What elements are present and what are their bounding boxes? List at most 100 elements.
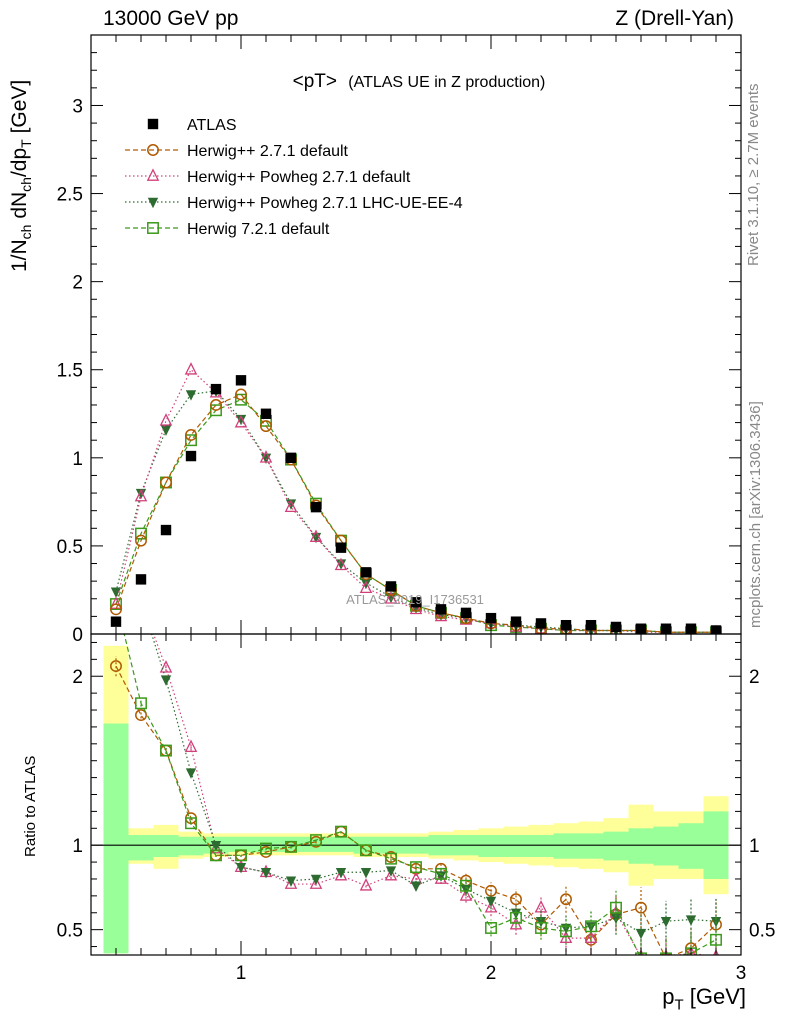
main-y-tick-label: 1	[72, 449, 83, 470]
band-inner-bin	[503, 835, 529, 858]
point-powheg_ue	[385, 592, 397, 604]
point-atlas	[460, 607, 472, 619]
ratio-point-powheg_ue	[185, 768, 197, 779]
ratio-point-powheg	[159, 660, 173, 673]
point-atlas	[160, 524, 172, 536]
point-herwig271	[260, 420, 272, 433]
legend-marker-atlas	[147, 118, 159, 130]
point-powheg_ue	[110, 587, 122, 598]
point-atlas	[485, 612, 497, 624]
point-atlas	[310, 501, 322, 513]
ratio-point-powheg_ue	[635, 928, 647, 940]
ratio-point-powheg_ue	[235, 862, 247, 874]
ratio-point-herwig271	[510, 893, 522, 906]
ratio-point-herwig721	[135, 697, 147, 710]
point-atlas	[585, 619, 597, 631]
band-inner-bin	[603, 831, 629, 861]
ratio-point-herwig721	[535, 922, 547, 934]
band-inner-bin	[228, 836, 254, 852]
ratio-point-herwig271	[135, 709, 147, 722]
point-atlas	[135, 574, 147, 585]
band-inner-bin	[178, 836, 204, 856]
ratio-point-powheg_ue	[460, 884, 472, 896]
point-powheg	[134, 488, 148, 502]
band-inner-bin	[553, 833, 579, 859]
x-tick-label: 3	[736, 963, 747, 984]
point-atlas	[235, 375, 247, 386]
y-title-sub2: ch	[18, 177, 35, 192]
ratio-point-powheg_ue	[410, 881, 422, 892]
legend-entry-herwig271: Herwig++ 2.7.1 default	[125, 143, 349, 160]
ratio-point-powheg_ue	[210, 840, 222, 852]
point-atlas	[385, 581, 397, 592]
point-herwig721	[210, 404, 222, 417]
plot-title: <pT> (ATLAS UE in Z production)	[293, 71, 546, 92]
header-left: 13000 GeV pp	[103, 7, 239, 30]
band-inner-bin	[253, 836, 279, 852]
ratio-point-herwig721	[510, 911, 522, 924]
legend-marker-herwig721	[147, 222, 159, 234]
ratio-point-powheg	[484, 900, 498, 913]
legend-entry-powheg: Herwig++ Powheg 2.7.1 default	[125, 168, 411, 186]
ratio-panel-series	[110, 596, 722, 955]
main-y-axis-title: 1/Nch dNch/dpT [GeV]	[8, 80, 34, 272]
ratio-point-powheg_ue	[435, 871, 447, 882]
band-inner-bin	[678, 823, 704, 869]
ratio-point-herwig721	[460, 879, 472, 892]
main-y-tick-label: 2.5	[57, 185, 83, 206]
band-inner-bin	[628, 828, 654, 864]
x-title-suffix: [GeV]	[683, 984, 746, 1009]
ratio-point-herwig271	[560, 893, 572, 906]
ratio-uncertainty-bands	[103, 645, 729, 954]
point-herwig271	[235, 388, 247, 401]
ratio-series-powheg_ue	[136, 596, 722, 954]
ratio-line-herwig721	[123, 634, 717, 955]
ratio-y-tick-label-right: 0.5	[749, 921, 775, 942]
ratio-point-herwig721	[185, 817, 197, 830]
point-powheg	[259, 450, 273, 463]
main-y-tick-label: 3	[72, 96, 83, 117]
band-inner-bin	[128, 835, 154, 861]
point-atlas	[185, 450, 197, 462]
ratio-panel-frame	[90, 633, 742, 956]
point-atlas	[260, 408, 272, 419]
ratio-point-powheg_ue	[136, 596, 146, 606]
point-powheg	[159, 413, 173, 426]
band-inner-bin	[653, 826, 679, 866]
point-herwig271	[110, 603, 122, 616]
ratio-point-herwig721	[585, 920, 597, 933]
legend-entry-powheg_ue: Herwig++ Powheg 2.7.1 LHC-UE-EE-4	[125, 195, 463, 212]
ratio-point-herwig721	[410, 861, 422, 874]
ratio-point-powheg_ue	[360, 868, 372, 879]
point-herwig721	[135, 527, 147, 540]
legend-entry-atlas: ATLAS	[147, 117, 237, 134]
band-inner-bin	[328, 836, 354, 852]
legend: ATLAS Herwig++ 2.7.1 default Herwig++ Powh…	[125, 117, 463, 238]
point-powheg	[409, 601, 423, 615]
point-powheg_ue	[160, 425, 172, 436]
ratio-point-powheg	[284, 876, 298, 889]
y-title-mid2: /dp	[8, 147, 31, 178]
point-atlas	[335, 542, 347, 553]
y-title-sub3: T	[18, 139, 35, 148]
ratio-point-herwig271	[110, 660, 122, 673]
ratio-point-powheg_ue	[510, 908, 522, 919]
point-powheg	[459, 612, 473, 625]
band-inner-bin	[153, 835, 179, 858]
legend-label-herwig721: Herwig 7.2.1 default	[187, 221, 330, 238]
point-powheg_ue	[360, 578, 372, 590]
ratio-y-tick-label-right: 1	[749, 836, 760, 857]
ratio-point-herwig721	[360, 844, 372, 857]
main-y-tick-label: 0.5	[57, 537, 83, 558]
legend-marker-powheg	[146, 168, 160, 181]
ratio-point-herwig721	[435, 867, 447, 880]
ratio-point-herwig721	[310, 834, 322, 847]
point-powheg_ue	[335, 559, 347, 570]
point-atlas	[110, 616, 122, 627]
ratio-point-powheg	[459, 888, 473, 901]
legend-marker-herwig271	[147, 144, 159, 156]
ratio-point-herwig721	[485, 922, 497, 934]
ratio-y-tick-label-right: 2	[749, 667, 760, 688]
band-inner-bin	[578, 833, 604, 859]
